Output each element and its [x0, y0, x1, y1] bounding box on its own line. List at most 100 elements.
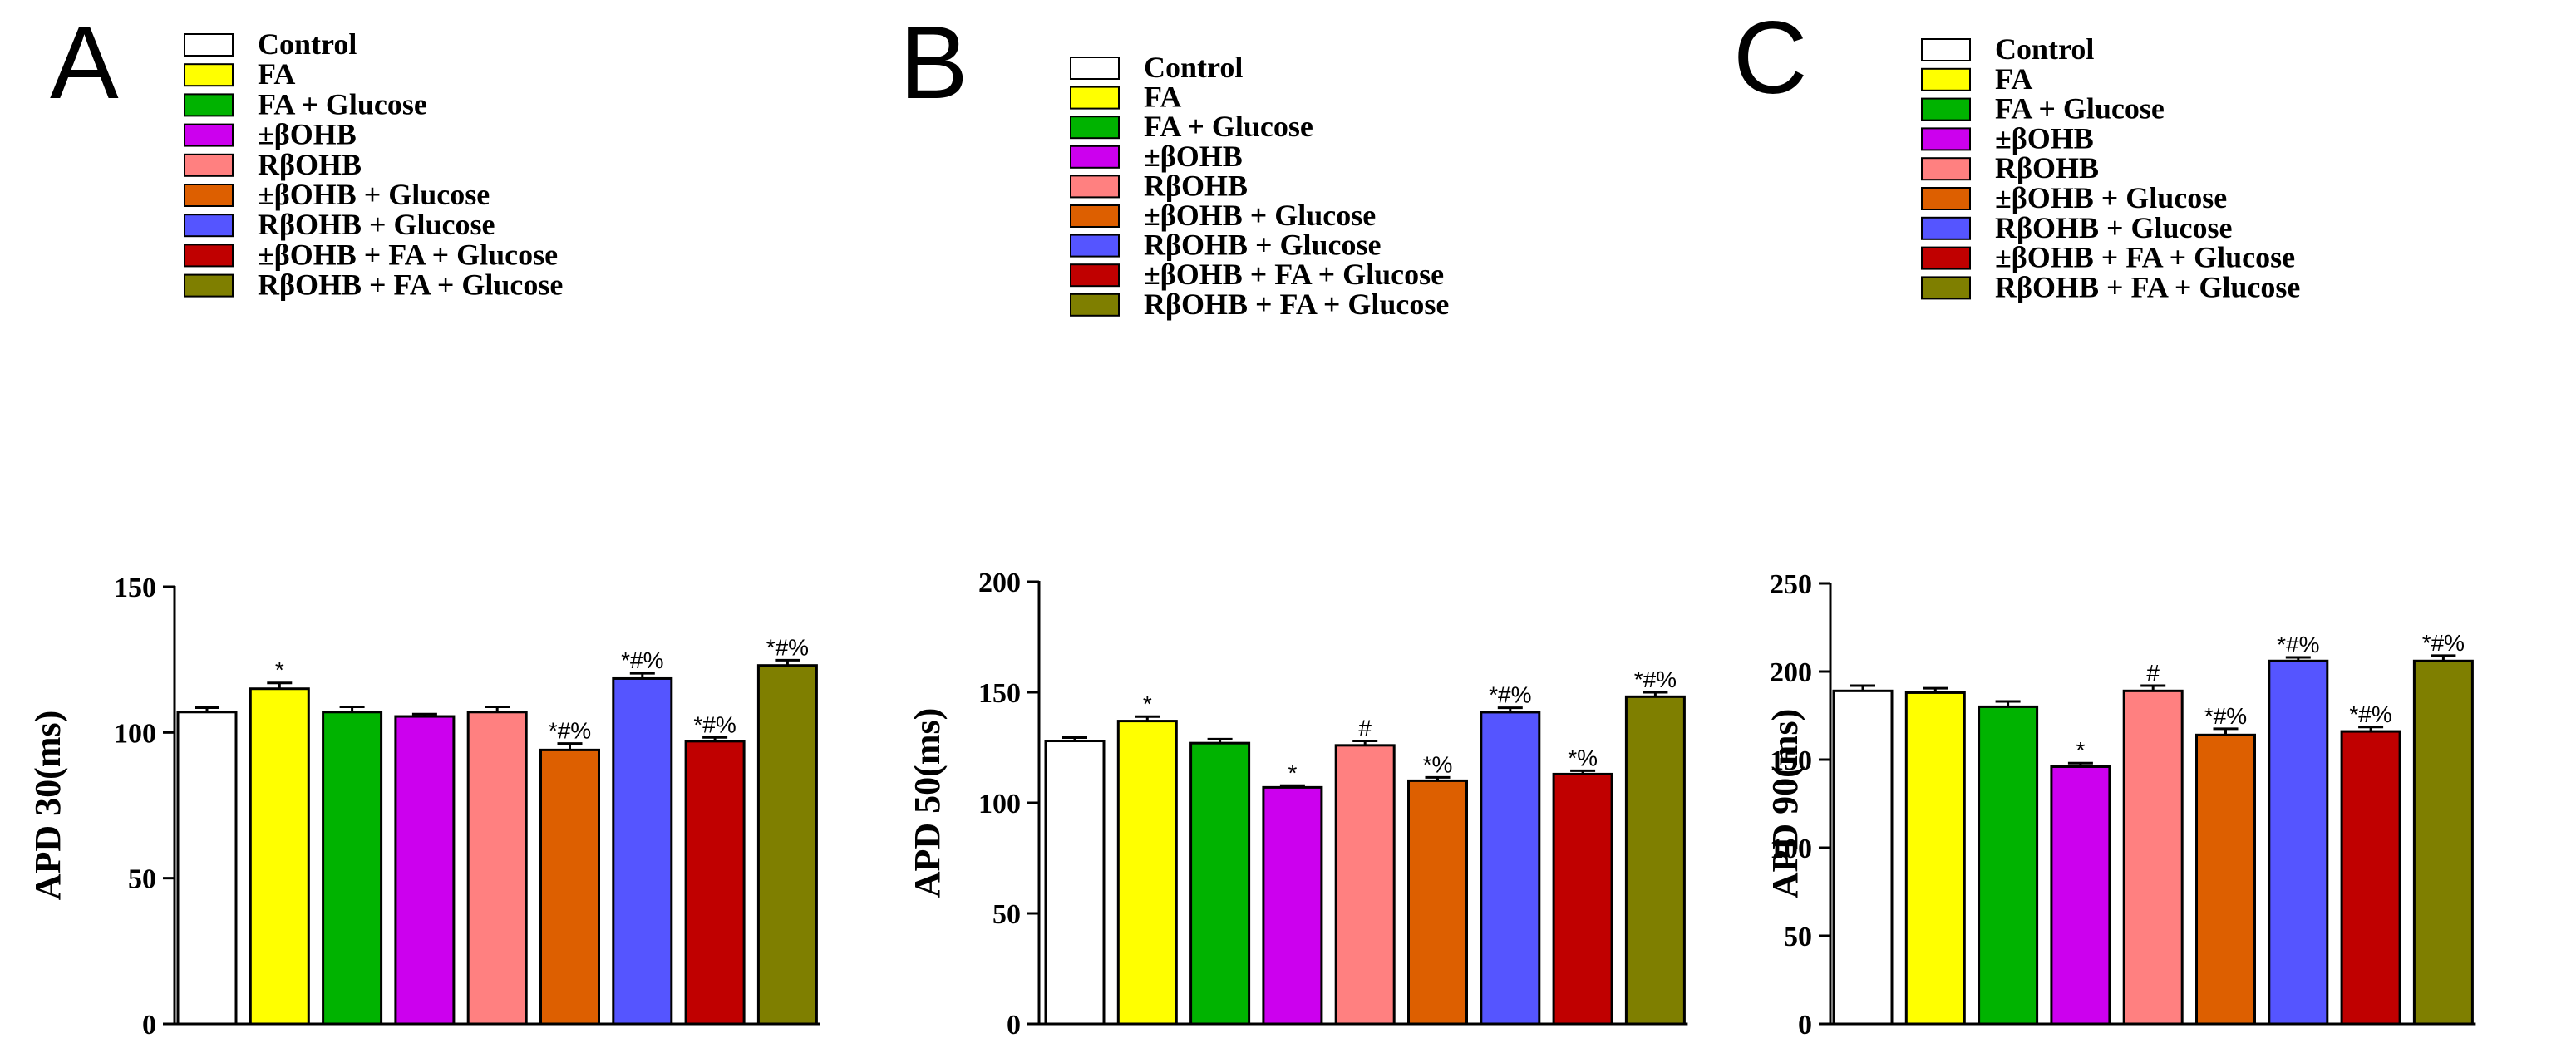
y-axis-title: APD 30(ms)	[27, 711, 68, 901]
legend-label: FA	[258, 57, 295, 91]
significance-label: *	[1288, 760, 1297, 785]
bar	[2412, 659, 2474, 1026]
legend-swatch	[184, 123, 234, 147]
y-tick-label: 50	[128, 864, 156, 895]
legend-swatch	[184, 153, 234, 177]
bar	[1480, 711, 1541, 1026]
legend-swatch	[184, 273, 234, 298]
bars: * * # *% *#% *% *#%	[1044, 667, 1686, 1026]
legend-label: RβOHB + FA + Glucose	[1144, 288, 1449, 321]
bar	[466, 711, 528, 1026]
legend-label: ±βOHB	[258, 118, 357, 151]
y-axis: 0 50 100 150 200 250	[1770, 569, 1832, 1041]
bar	[756, 664, 818, 1026]
legend-swatch	[1070, 86, 1120, 110]
legend-swatch	[184, 93, 234, 117]
legend-swatch	[1921, 187, 1971, 210]
legend-swatch	[1070, 204, 1120, 228]
y-tick-label: 0	[142, 1010, 156, 1041]
bar	[1334, 744, 1396, 1026]
bar	[612, 676, 673, 1026]
bars: * *#% *#% *#% *#%	[176, 634, 818, 1026]
error-bar	[1923, 686, 1948, 693]
significance-label: *%	[1568, 745, 1598, 770]
bar	[322, 711, 383, 1026]
legend-label: RβOHB + FA + Glucose	[258, 268, 563, 302]
legend-label: FA	[1144, 81, 1181, 114]
significance-label: *#%	[2422, 630, 2465, 656]
significance-label: *	[2076, 737, 2085, 763]
y-axis: 0 50 100 150	[114, 573, 176, 1041]
error-bar	[1643, 691, 1668, 697]
y-tick-label: 100	[114, 718, 156, 749]
legend-label: ±βOHB	[1995, 121, 2094, 155]
significance-label: *	[1143, 691, 1152, 716]
legend-label: RβOHB	[258, 148, 362, 181]
legend-label: RβOHB	[1144, 169, 1248, 202]
bar	[1904, 691, 1966, 1026]
error-bar	[267, 681, 293, 689]
error-bar	[195, 706, 219, 712]
legend-swatch	[1921, 127, 1971, 151]
legend-swatch	[1921, 276, 1971, 300]
panel-letter: B	[899, 6, 968, 121]
significance-label: *	[275, 657, 284, 683]
bar	[1044, 740, 1106, 1026]
bar	[539, 748, 600, 1026]
error-bar	[1135, 715, 1160, 721]
legend-label: RβOHB + Glucose	[1144, 229, 1382, 262]
legend-label: ±βOHB	[1144, 140, 1243, 173]
legend-swatch	[1921, 67, 1971, 91]
y-axis-title: APD 90(ms)	[1765, 709, 1805, 899]
y-tick-label: 50	[992, 899, 1021, 930]
legend-swatch	[184, 184, 234, 207]
legend-swatch	[1921, 246, 1971, 270]
bar	[2340, 730, 2401, 1026]
error-bar	[339, 705, 365, 712]
error-bar	[1850, 684, 1875, 691]
error-bar	[411, 712, 437, 717]
error-bar	[702, 736, 728, 741]
error-bar	[1062, 736, 1087, 741]
significance-label: #	[1358, 716, 1372, 741]
significance-label: *#%	[1634, 667, 1677, 692]
error-bar	[1352, 740, 1378, 745]
legend-swatch	[184, 214, 234, 238]
legend-label: ±βOHB + FA + Glucose	[1995, 241, 2295, 274]
legend-swatch	[1070, 263, 1120, 288]
legend-swatch	[1921, 216, 1971, 240]
significance-label: *#%	[766, 634, 809, 660]
y-tick-label: 200	[1770, 657, 1812, 688]
error-bar	[485, 705, 510, 712]
legend-swatch	[1070, 234, 1120, 258]
bars: * # *#% *#% *#% *#%	[1832, 630, 2474, 1026]
legend-swatch	[1921, 157, 1971, 181]
legend-label: RβOHB	[1995, 151, 2099, 184]
significance-label: #	[2146, 660, 2160, 686]
bar	[1116, 720, 1178, 1026]
legend-label: RβOHB + Glucose	[1995, 211, 2233, 244]
y-tick-label: 150	[1770, 745, 1812, 776]
bar	[1552, 772, 1613, 1026]
legend-label: Control	[1144, 51, 1243, 84]
legend-swatch	[1070, 293, 1120, 317]
y-tick-label: 50	[1784, 922, 1812, 952]
legend-swatch	[184, 33, 234, 57]
significance-label: *#%	[2204, 703, 2247, 729]
legend-label: FA + Glucose	[258, 87, 427, 121]
legend-swatch	[1070, 116, 1120, 140]
bar	[176, 711, 238, 1026]
legend-label: FA + Glucose	[1995, 92, 2165, 125]
error-bar	[2285, 656, 2311, 662]
legend-label: ±βOHB + Glucose	[1144, 199, 1376, 232]
y-tick-label: 0	[1798, 1010, 1812, 1041]
legend-swatch	[1070, 175, 1120, 199]
legend-label: FA + Glucose	[1144, 110, 1313, 143]
y-tick-label: 100	[1770, 834, 1812, 864]
legend-swatch	[1070, 57, 1120, 80]
